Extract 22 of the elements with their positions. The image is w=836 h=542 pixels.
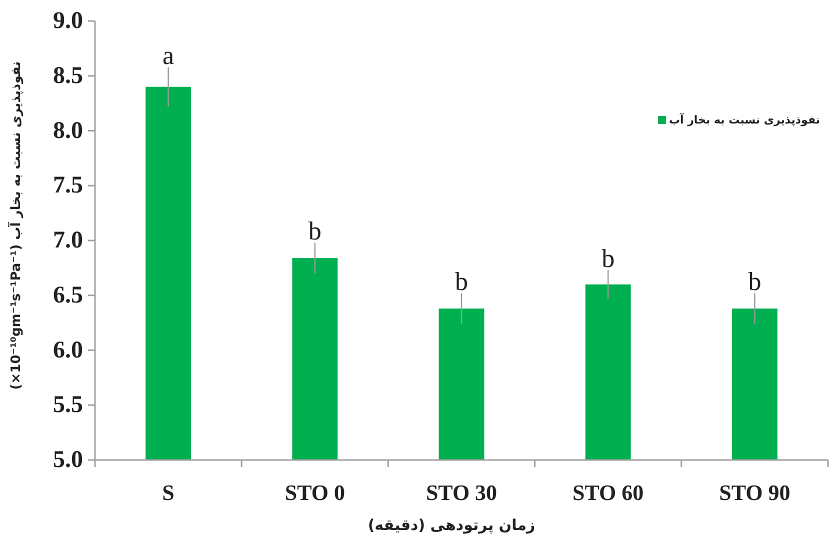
y-tick-label: 6.0 xyxy=(53,337,83,364)
x-axis-title: زمان پرتودهی (دقیقه) xyxy=(368,516,536,534)
x-tick-label: STO 30 xyxy=(426,480,498,505)
x-tick-label: S xyxy=(162,480,174,505)
x-tick-label: STO 90 xyxy=(719,480,790,505)
annotation: a xyxy=(162,41,175,70)
y-tick-label: 8.5 xyxy=(53,62,83,89)
x-tick-label: STO 60 xyxy=(572,480,644,505)
y-tick-label: 8.0 xyxy=(53,118,83,144)
y-tick-label: 9.0 xyxy=(53,8,83,34)
y-tick-label: 7.5 xyxy=(53,172,83,199)
legend-label: نفوذپذیری نسبت به بخار آب xyxy=(668,112,820,126)
x-tick-label: STO 0 xyxy=(284,480,345,505)
y-tick-label: 5.5 xyxy=(53,392,83,418)
annotation: b xyxy=(455,267,468,296)
annotation: b xyxy=(748,267,762,296)
annotation: b xyxy=(308,216,322,246)
annotation: b xyxy=(602,244,615,274)
y-axis-title: نفوذپذیری نسبت به بخار آب (×10⁻¹⁰gm⁻¹s⁻¹Pa⁻¹) xyxy=(7,61,24,390)
y-tick-label: 6.5 xyxy=(53,282,83,308)
y-tick-label: 5.0 xyxy=(53,447,83,473)
y-tick-label: 7.0 xyxy=(53,228,83,254)
